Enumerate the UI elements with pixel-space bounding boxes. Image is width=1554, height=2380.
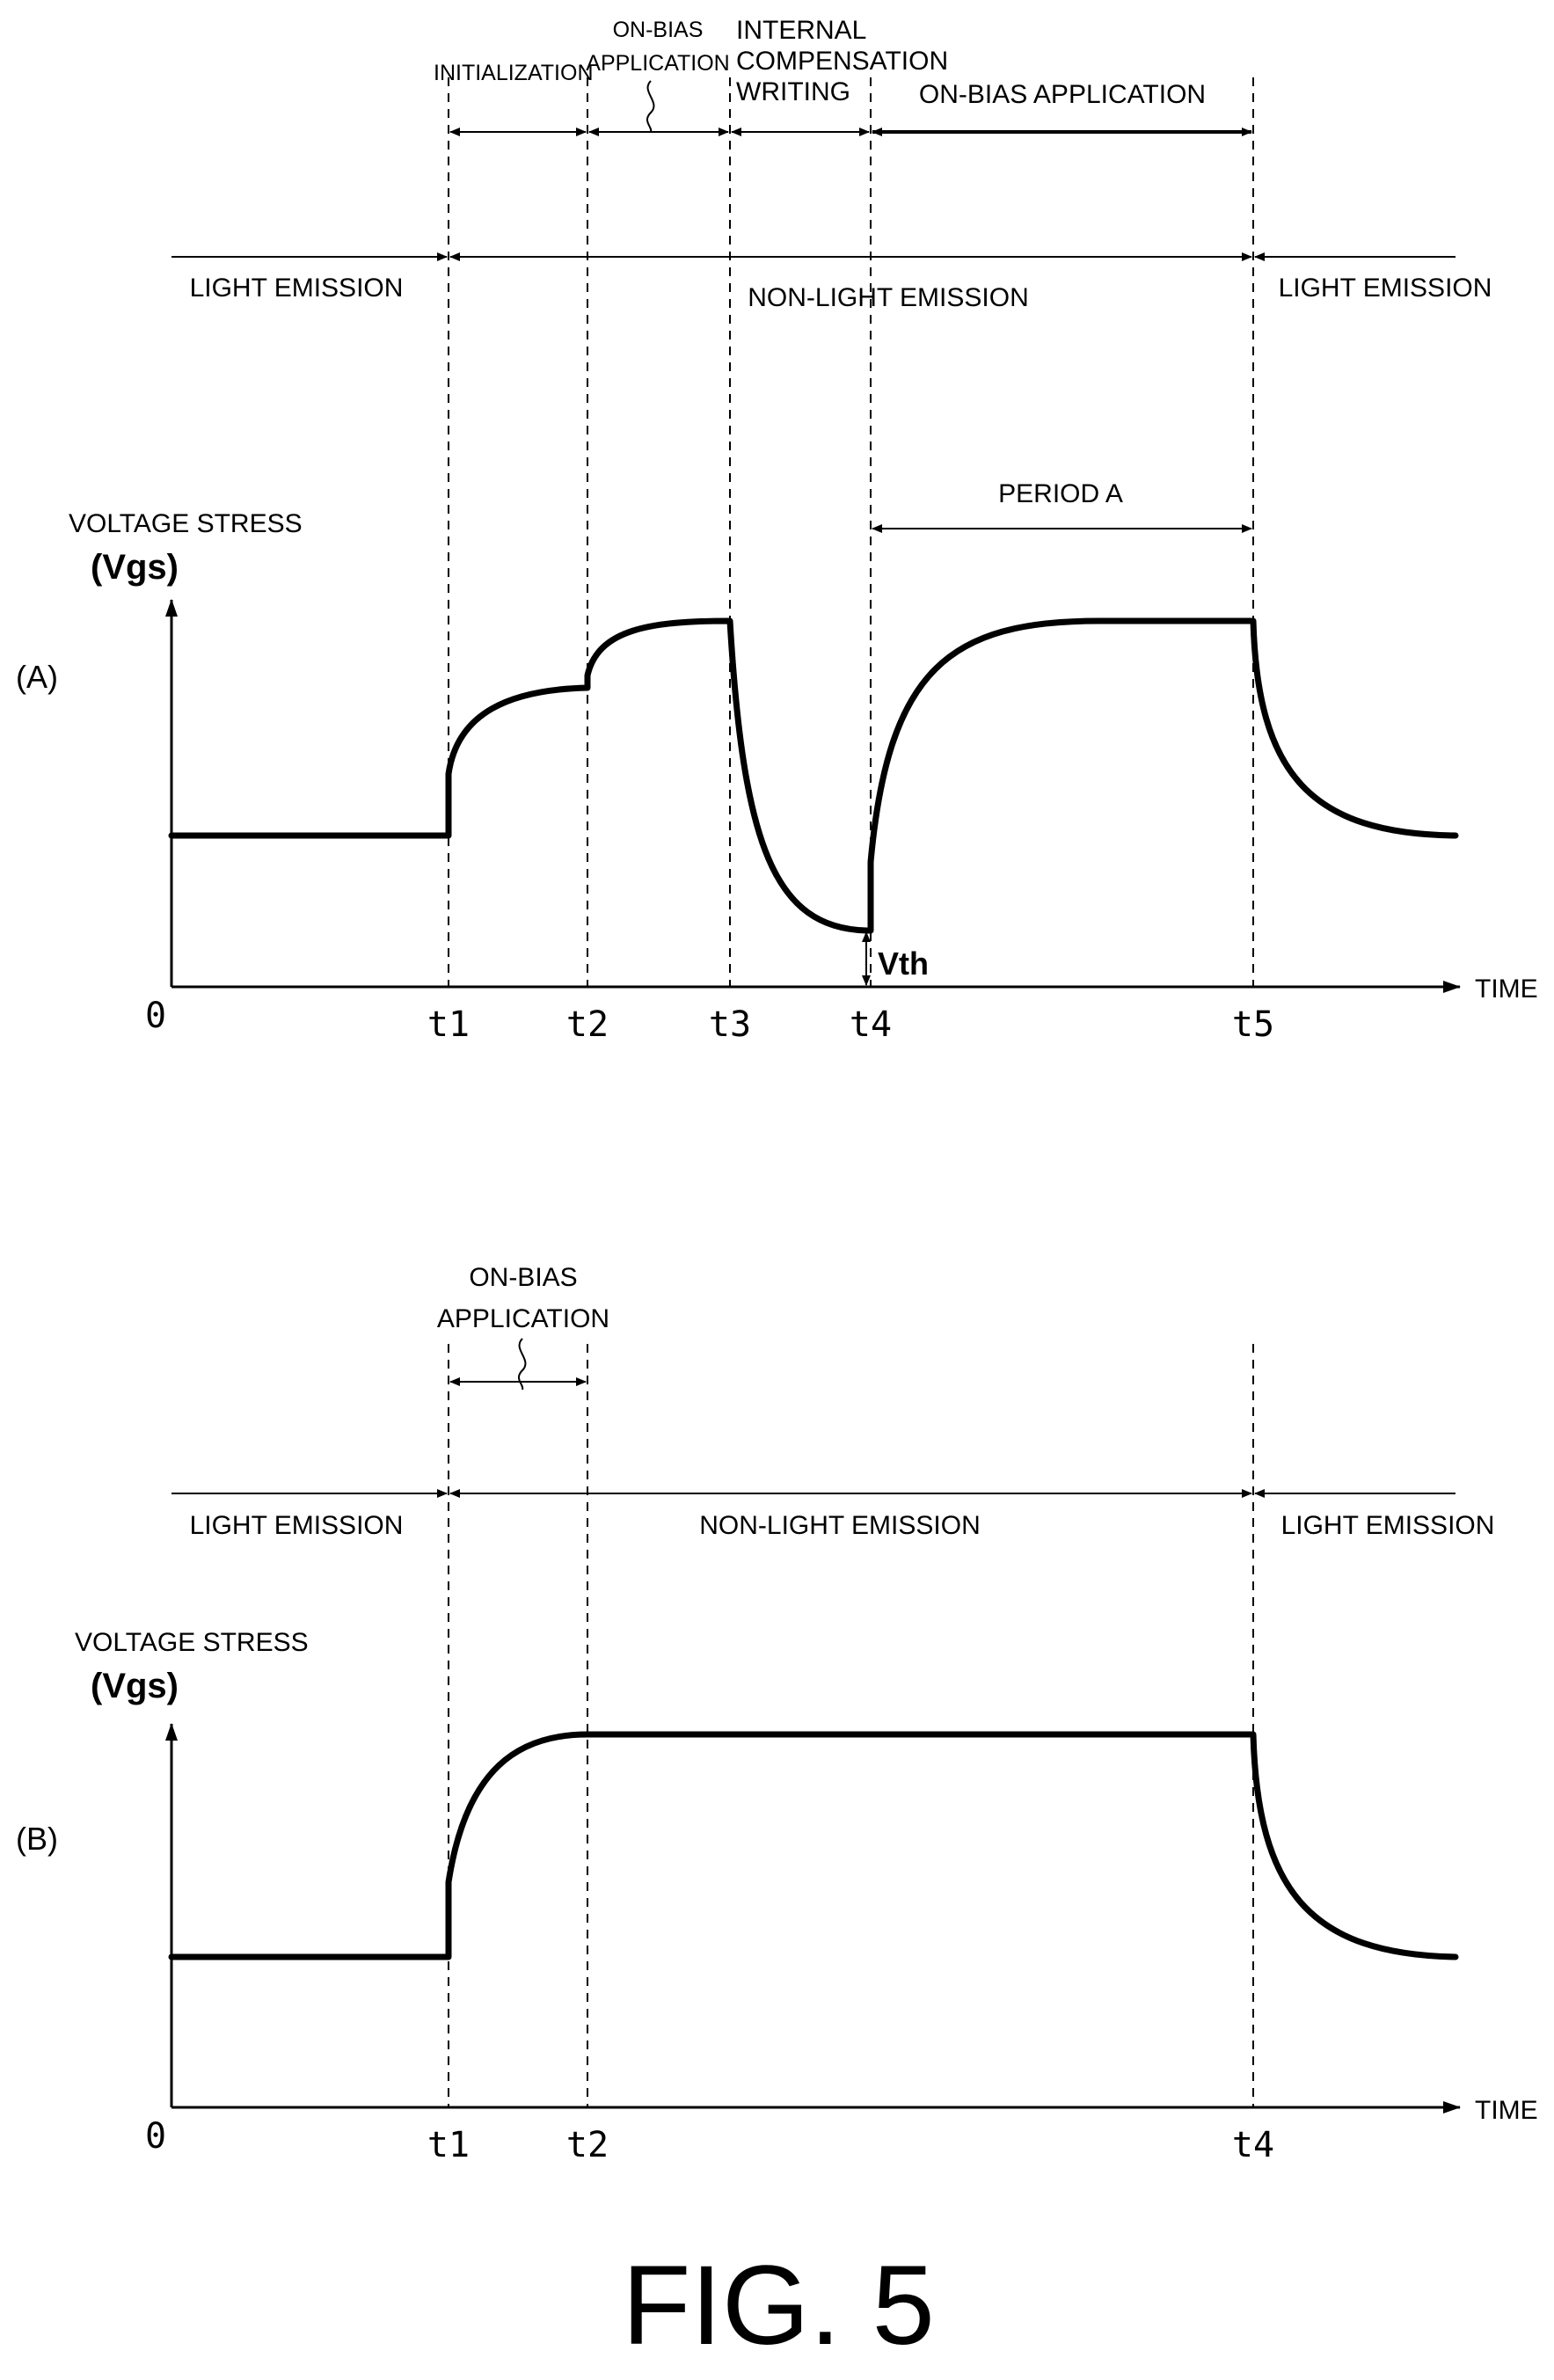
vgs-waveform-b [168,1731,1459,1960]
b-y-axis-symbol: (Vgs) [91,1667,179,1705]
period-a-label: PERIOD A [998,479,1123,508]
b-phase-on-bias-label-line1: ON-BIAS [469,1263,577,1292]
phase-on-bias-1-label-line2: APPLICATION [586,51,729,76]
emission-right-label: LIGHT EMISSION [1279,274,1492,303]
panel-a-label: (A) [16,659,58,695]
panel-b: ON-BIAS APPLICATION LIGHT EMISSION NON-L… [16,1263,1538,2165]
tick-t4: t4 [850,1004,892,1045]
b-origin-label: 0 [145,2116,166,2157]
b-tick-t4: t4 [1232,2125,1274,2165]
x-axis-label: TIME [1475,975,1538,1004]
figure-label: FIG. 5 [622,2243,935,2369]
phase-internal-label-line2: COMPENSATION [736,47,948,76]
b-y-axis-title: VOLTAGE STRESS [75,1628,309,1657]
vgs-waveform-a [168,617,1459,934]
phase-on-bias-2-label: ON-BIAS APPLICATION [919,80,1206,109]
emission-middle-label: NON-LIGHT EMISSION [748,283,1028,312]
tick-t1: t1 [427,1004,470,1045]
panel-a: INITIALIZATION ON-BIAS APPLICATION INTER… [16,16,1538,1045]
b-emission-middle-label: NON-LIGHT EMISSION [699,1511,980,1540]
b-tick-t2: t2 [566,2125,609,2165]
tick-t5: t5 [1232,1004,1274,1045]
vth-label: Vth [878,945,929,982]
y-axis-symbol: (Vgs) [91,548,179,587]
panel-b-label: (B) [16,1821,58,1857]
b-emission-left-label: LIGHT EMISSION [190,1511,404,1540]
y-axis-title: VOLTAGE STRESS [69,509,303,538]
phase-internal-label-line1: INTERNAL [736,16,866,45]
b-tick-t1: t1 [427,2125,470,2165]
b-emission-right-label: LIGHT EMISSION [1281,1511,1495,1540]
phase-on-bias-1-label-line1: ON-BIAS [613,18,704,42]
b-phase-on-bias-label-line2: APPLICATION [437,1304,609,1333]
phase-internal-label-line3: WRITING [736,77,850,106]
phase-initialization-label: INITIALIZATION [434,61,594,85]
b-x-axis-label: TIME [1475,2096,1538,2125]
origin-label: 0 [145,996,166,1036]
leader-squiggle [646,80,655,133]
emission-left-label: LIGHT EMISSION [190,274,404,303]
tick-t3: t3 [709,1004,751,1045]
tick-t2: t2 [566,1004,609,1045]
